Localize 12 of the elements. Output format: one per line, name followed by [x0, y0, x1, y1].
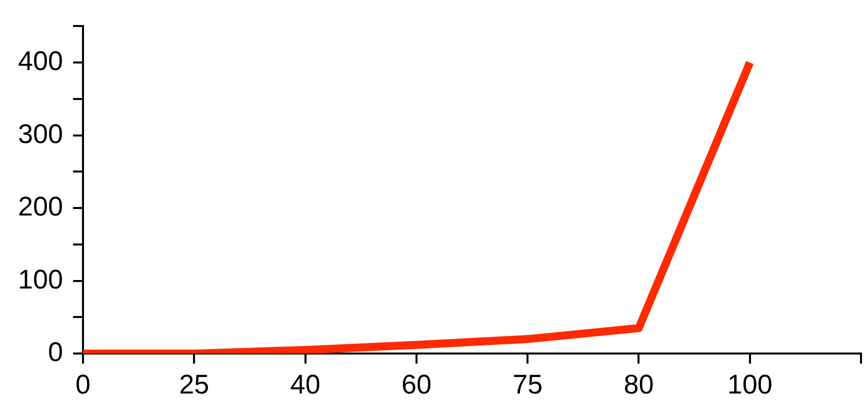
x-tick-label: 75 — [512, 369, 543, 400]
y-tick-label: 300 — [18, 118, 64, 149]
x-tick-label: 80 — [624, 369, 654, 400]
x-tick-label: 0 — [76, 369, 91, 400]
x-tick-label: 100 — [727, 369, 772, 400]
x-tick-label: 25 — [179, 369, 210, 400]
y-tick-label: 200 — [18, 192, 64, 222]
y-tick-label: 0 — [48, 337, 64, 368]
x-tick-label: 60 — [401, 369, 432, 400]
y-tick-label: 100 — [18, 264, 64, 294]
x-tick-label: 40 — [290, 369, 320, 400]
y-tick-label: 400 — [18, 46, 64, 76]
